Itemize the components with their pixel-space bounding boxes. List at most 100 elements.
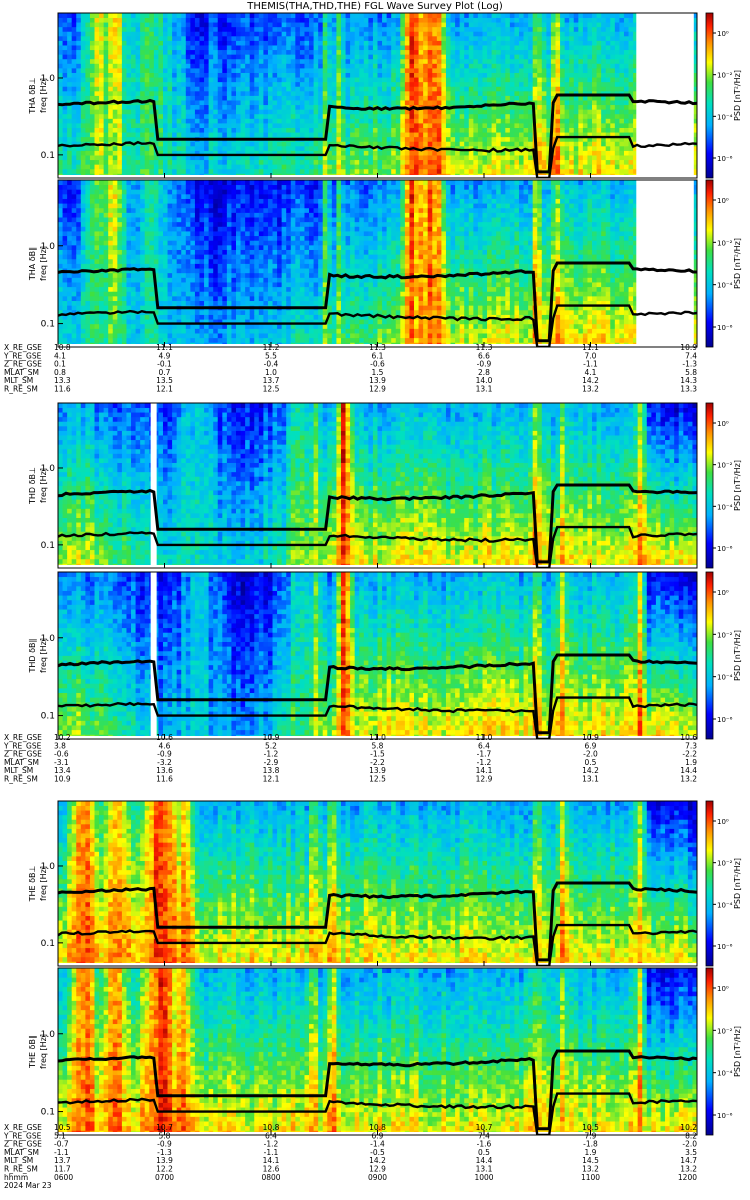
ephemeris-value: -1.8 bbox=[583, 1140, 598, 1149]
colorbar-label: PSD [nT²/Hz] bbox=[733, 70, 742, 121]
ephemeris-value: 10.8 bbox=[369, 1123, 386, 1132]
ephemeris-row-name: MLT_SM bbox=[4, 1156, 33, 1165]
ephemeris-value: 10.8 bbox=[54, 343, 71, 352]
ephemeris-value: -0.5 bbox=[370, 1148, 385, 1157]
ephemeris-value: 4.9 bbox=[159, 351, 171, 360]
ephemeris-value: 13.2 bbox=[582, 385, 599, 394]
colorbar-tick-label: 10⁻⁶ bbox=[717, 545, 733, 553]
ephemeris-value: 12.9 bbox=[369, 1165, 386, 1174]
y-tick-label: 1.0 bbox=[41, 862, 56, 872]
ephemeris-value: 13.8 bbox=[263, 766, 280, 775]
ephemeris-value: -1.1 bbox=[54, 1148, 69, 1157]
ephemeris-row-name: Y_RE_GSE bbox=[3, 351, 42, 360]
ephemeris-value: 11.7 bbox=[54, 1165, 71, 1174]
y-tick-label: 0.1 bbox=[41, 320, 55, 330]
ephemeris-value: -0.1 bbox=[157, 360, 172, 369]
ephemeris-value: 10.6 bbox=[156, 733, 173, 742]
ephemeris-value: -1.2 bbox=[264, 750, 279, 759]
colorbar-tick-label: 10⁻² bbox=[717, 72, 733, 80]
colorbar-tick-label: 10⁰ bbox=[717, 420, 729, 428]
ephemeris-value: 0900 bbox=[368, 1173, 387, 1182]
ephemeris-row-name: MLAT_SM bbox=[4, 368, 39, 377]
ephemeris-value: 1000 bbox=[474, 1173, 493, 1182]
ephemeris-value: 10.5 bbox=[582, 1123, 599, 1132]
ephemeris-value: 14.0 bbox=[476, 376, 493, 385]
ephemeris-value: 5.8 bbox=[372, 741, 384, 750]
ephemeris-value: 0600 bbox=[54, 1173, 73, 1182]
colorbar-tick-label: 10⁻² bbox=[717, 462, 733, 470]
ephemeris-value: 10.2 bbox=[680, 1123, 697, 1132]
ephemeris-row-name: MLT_SM bbox=[4, 766, 33, 775]
ephemeris-value: 5.8 bbox=[685, 368, 697, 377]
ephemeris-value: 13.7 bbox=[54, 1156, 71, 1165]
ephemeris-value: 6.4 bbox=[265, 1131, 277, 1140]
colorbar-tick-label: 10⁻⁴ bbox=[717, 1070, 733, 1078]
ephemeris-value: 7.0 bbox=[585, 351, 597, 360]
ephemeris-value: 12.9 bbox=[369, 385, 386, 394]
ephemeris-value: 14.1 bbox=[476, 766, 493, 775]
ephemeris-value: -0.9 bbox=[477, 360, 492, 369]
ephemeris-value: -0.7 bbox=[54, 1140, 69, 1149]
ephemeris-value: 10.9 bbox=[582, 733, 599, 742]
colorbar-tick-label: 10⁰ bbox=[717, 30, 729, 38]
ephemeris-value: 0.5 bbox=[478, 1148, 490, 1157]
colorbar bbox=[705, 402, 714, 569]
panel-label: THD δB∥ bbox=[28, 639, 37, 674]
ephemeris-row-name: R_RE_SM bbox=[4, 385, 38, 394]
ephemeris-table: X_RE_GSE 10.2 10.6 10.9 11.0 11.0 10.9 10.6 Y_RE… bbox=[3, 733, 697, 784]
ephemeris-value: 13.2 bbox=[680, 775, 697, 784]
colorbar bbox=[705, 571, 714, 740]
y-axis-label: freq [Hz] bbox=[39, 866, 48, 901]
ephemeris-table: X_RE_GSE 10.8 11.1 11.2 11.3 11.3 11.1 10.9 Y_RE… bbox=[3, 343, 697, 394]
ephemeris-value: 13.9 bbox=[156, 1156, 173, 1165]
ephemeris-value: -1.1 bbox=[264, 1148, 279, 1157]
ephemeris-value: 13.9 bbox=[369, 766, 386, 775]
y-tick-label: 1.0 bbox=[41, 634, 56, 644]
y-tick-label: 0.1 bbox=[41, 151, 55, 161]
ephemeris-value: 13.9 bbox=[369, 376, 386, 385]
ephemeris-value: -1.1 bbox=[583, 360, 598, 369]
y-tick-label: 1.0 bbox=[41, 1030, 56, 1040]
ephemeris-value: 1200 bbox=[678, 1173, 697, 1182]
colorbar-tick-label: 10⁻⁶ bbox=[717, 324, 733, 332]
y-tick-label: 0.1 bbox=[41, 712, 55, 722]
spectrogram-panel: 1.0 0.1 THA δB∥ freq [Hz] 10⁰ 10⁻² 10⁻⁴ 10⁻⁶ PSD… bbox=[28, 179, 742, 348]
ephemeris-value: 10.9 bbox=[263, 733, 280, 742]
ephemeris-value: 10.6 bbox=[680, 733, 697, 742]
ephemeris-value: 6.4 bbox=[478, 741, 490, 750]
panel-label: THE δB⊥ bbox=[28, 866, 37, 903]
ephemeris-value: 11.2 bbox=[263, 343, 280, 352]
ephemeris-row-name: Z_RE_GSE bbox=[4, 750, 42, 759]
ephemeris-value: 13.1 bbox=[476, 1165, 493, 1174]
ephemeris-value: 13.1 bbox=[476, 385, 493, 394]
plot-title: THEMIS(THA,THD,THE) FGL Wave Survey Plot… bbox=[0, 0, 750, 14]
ephemeris-value: 13.2 bbox=[582, 1165, 599, 1174]
ephemeris-value: 3.5 bbox=[685, 1148, 697, 1157]
ephemeris-row-name: X_RE_GSE bbox=[4, 733, 42, 742]
colorbar-tick-label: 10⁻⁴ bbox=[717, 503, 733, 511]
ephemeris-value: 0700 bbox=[155, 1173, 174, 1182]
ephemeris-value: 0.1 bbox=[54, 360, 66, 369]
panel-label: THE δB∥ bbox=[28, 1035, 37, 1069]
y-axis-label: freq [Hz] bbox=[39, 638, 48, 673]
panel-label: THA δB∥ bbox=[28, 247, 37, 281]
colorbar bbox=[705, 800, 714, 967]
colorbar-tick-label: 10⁻⁴ bbox=[717, 901, 733, 909]
ephemeris-value: 14.7 bbox=[680, 1156, 697, 1165]
colorbar bbox=[705, 179, 714, 348]
colorbar-tick-label: 10⁻⁶ bbox=[717, 943, 733, 951]
colorbar-tick-label: 10⁰ bbox=[717, 818, 729, 826]
ephemeris-value: 4.1 bbox=[585, 368, 597, 377]
colorbar-label: PSD [nT²/Hz] bbox=[733, 858, 742, 909]
ephemeris-value: 14.1 bbox=[263, 1156, 280, 1165]
spectrogram-panel: 1.0 0.1 THD δB∥ freq [Hz] 10⁰ 10⁻² 10⁻⁴ 10⁻⁶ PSD… bbox=[28, 571, 742, 740]
colorbar-tick-label: 10⁻² bbox=[717, 1027, 733, 1035]
spectrogram-panel: 1.0 0.1 THA δB⊥ freq [Hz] 10⁰ 10⁻² 10⁻⁴ 10⁻⁶ PSD… bbox=[28, 12, 742, 179]
ephemeris-value: 13.6 bbox=[156, 766, 173, 775]
ephemeris-value: -2.0 bbox=[583, 750, 598, 759]
ephemeris-value: 7.9 bbox=[585, 1131, 597, 1140]
ephemeris-value: 0.8 bbox=[54, 368, 66, 377]
ephemeris-value: -2.2 bbox=[370, 758, 385, 767]
ephemeris-value: 5.2 bbox=[265, 741, 277, 750]
ephemeris-value: 4.1 bbox=[54, 351, 66, 360]
